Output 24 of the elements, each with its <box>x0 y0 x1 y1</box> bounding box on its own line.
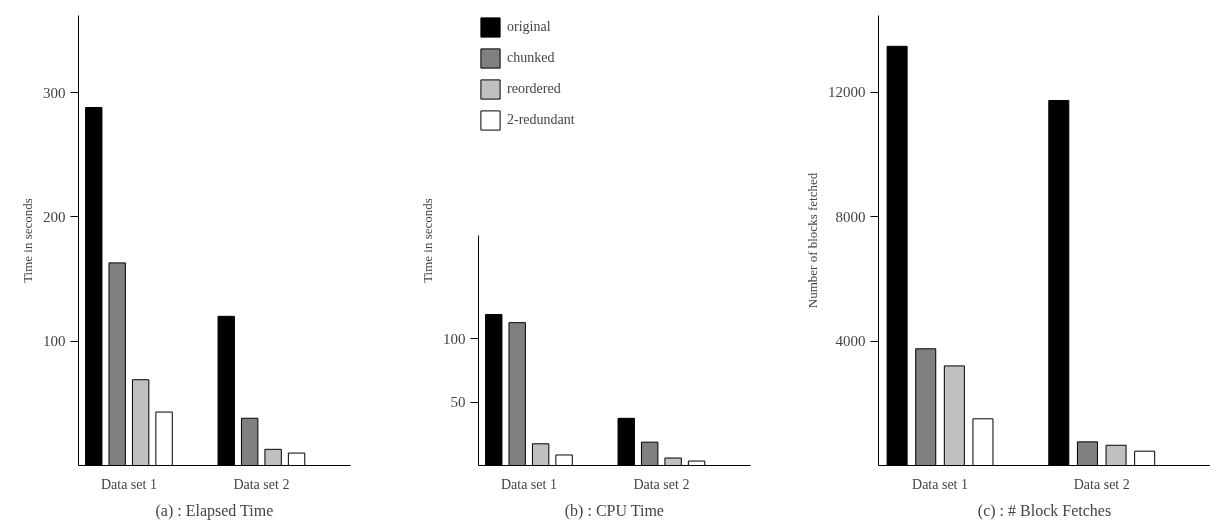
x-tick-label: Data set 2 <box>233 476 290 492</box>
y-axis-title: Time in seconds <box>20 198 35 283</box>
y-tick-label: 50 <box>450 394 466 411</box>
text: (c) : # Block Fetches <box>977 501 1112 520</box>
legend-label: chunked <box>507 50 555 66</box>
y-tick-label: 8000 <box>835 208 866 225</box>
legend-label: reordered <box>507 81 561 97</box>
x-tick-label: Data set 2 <box>633 476 690 492</box>
y-tick-label: 100 <box>43 333 66 350</box>
text: (a) : Elapsed Time <box>155 501 274 520</box>
y-tick-label: 4000 <box>835 333 866 350</box>
x-tick-label: Data set 1 <box>500 476 557 492</box>
y-axis-title: Time in seconds <box>420 198 435 283</box>
y-tick-label: 100 <box>443 330 466 347</box>
y-tick-label: 300 <box>43 84 66 101</box>
y-tick-label: 200 <box>43 208 66 225</box>
legend-label: 2-redundant <box>507 112 575 128</box>
y-axis-title: Number of blocks fetched <box>805 172 820 309</box>
x-tick-label: Data set 1 <box>100 476 157 492</box>
text: (b) : CPU Time <box>564 501 664 520</box>
legend-label: original <box>507 19 551 35</box>
x-tick-label: Data set 2 <box>1073 476 1130 492</box>
y-tick-label: 12000 <box>828 84 866 101</box>
x-tick-label: Data set 1 <box>912 476 969 492</box>
